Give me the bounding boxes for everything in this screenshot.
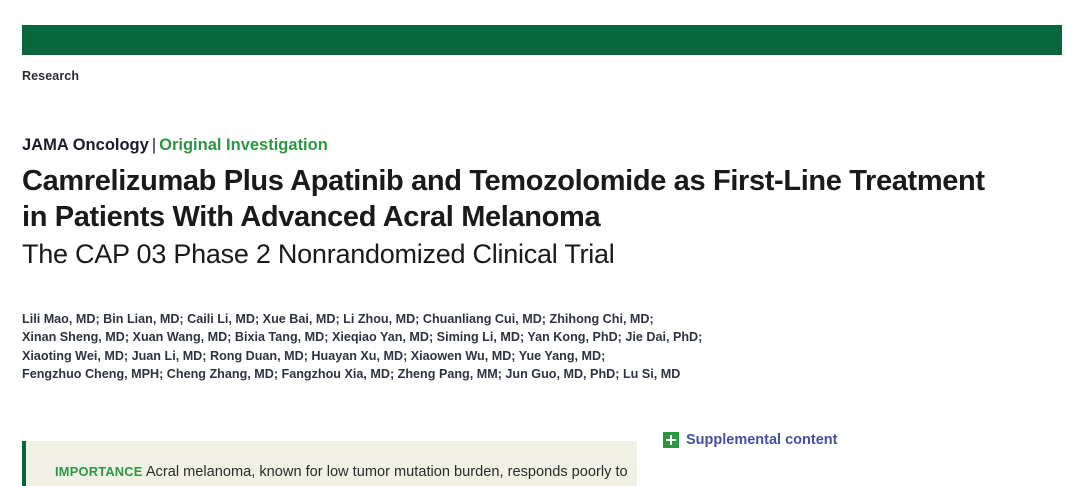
supplemental-content-link[interactable]: Supplemental content [663,432,837,448]
author-line: Xiaoting Wei, MD; Juan Li, MD; Rong Duan… [22,348,606,363]
journal-name[interactable]: JAMA Oncology [22,136,149,154]
abstract-importance-text: IMPORTANCE Acral melanoma, known for low… [55,461,655,483]
article-title-line-2: in Patients With Advanced Acral Melanoma [22,201,601,233]
journal-divider: | [151,136,157,154]
abstract-importance-box: IMPORTANCE Acral melanoma, known for low… [22,441,637,486]
abstract-section-heading: IMPORTANCE [55,464,143,479]
article-subtitle: The CAP 03 Phase 2 Nonrandomized Clinica… [22,239,615,269]
author-line: Xinan Sheng, MD; Xuan Wang, MD; Bixia Ta… [22,330,703,345]
plus-icon [663,432,679,448]
article-header-page: Research JAMA Oncology | Original Investig… [22,0,1062,486]
supplemental-content-label: Supplemental content [686,432,838,448]
article-title-block: Camrelizumab Plus Apatinib and Temozolom… [22,163,1057,271]
journal-masthead-bar [22,25,1062,55]
abstract-body-text: Acral melanoma, known for low tumor muta… [145,464,628,480]
article-title-line-1: Camrelizumab Plus Apatinib and Temozolom… [22,165,985,197]
section-label-research: Research [22,69,80,83]
author-line: Lili Mao, MD; Bin Lian, MD; Caili Li, MD… [22,312,654,326]
article-type-label[interactable]: Original Investigation [159,136,328,154]
author-list: Lili Mao, MD; Bin Lian, MD; Caili Li, MD… [22,310,922,384]
article-title: Camrelizumab Plus Apatinib and Temozolom… [22,163,1057,235]
author-line: Fengzhuo Cheng, MPH; Cheng Zhang, MD; Fa… [22,367,681,382]
journal-article-type-line: JAMA Oncology | Original Investigation [22,136,328,155]
